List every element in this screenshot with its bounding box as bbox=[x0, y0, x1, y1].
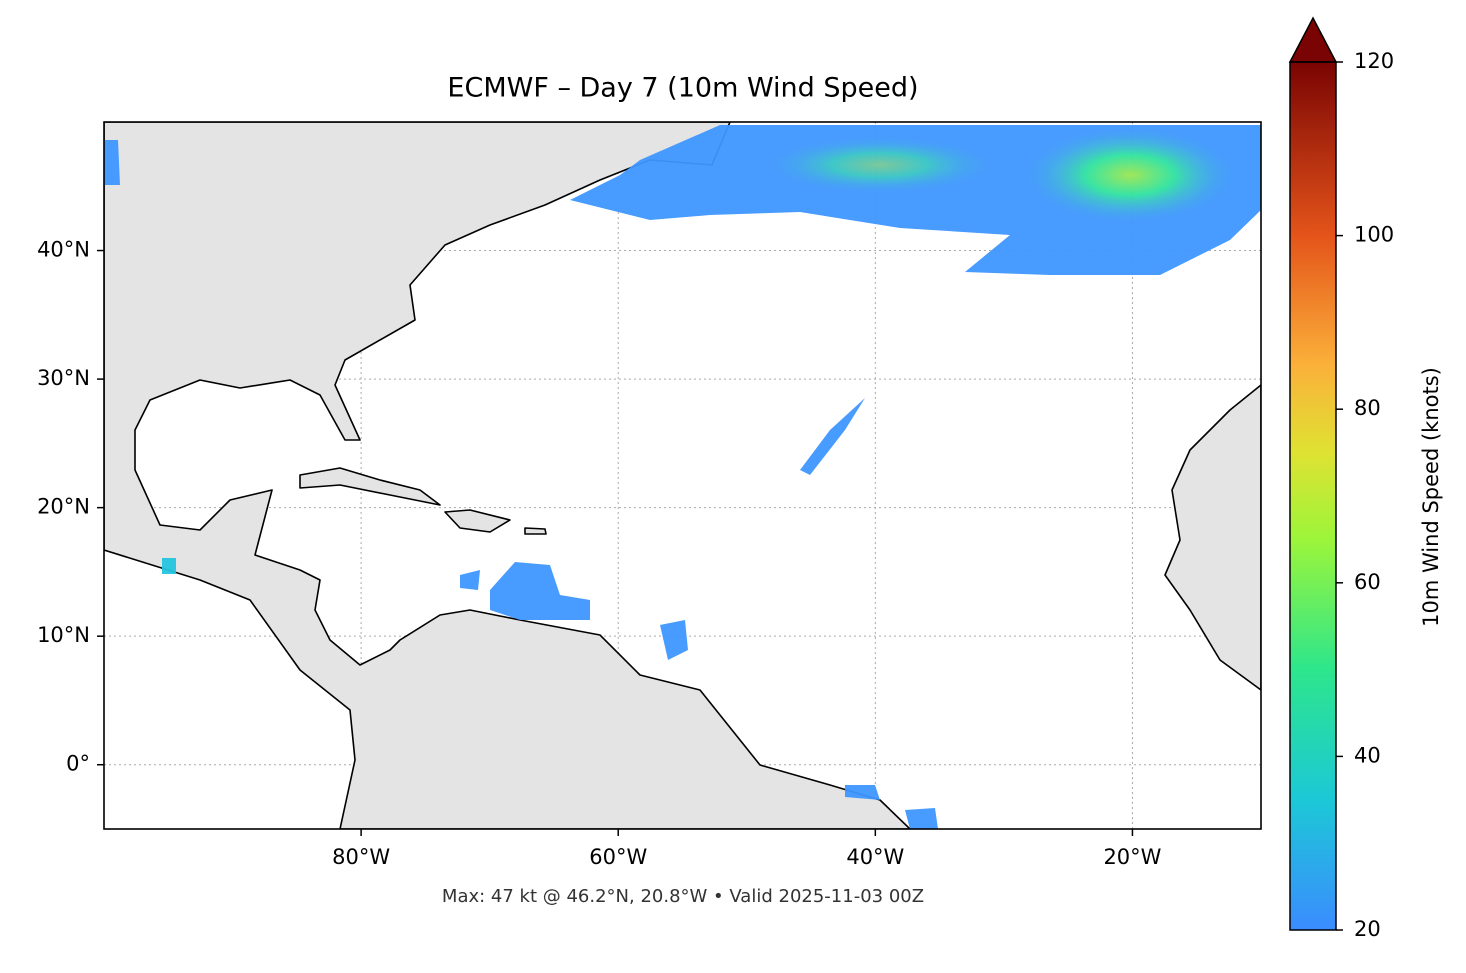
colorbar-tick-label: 60 bbox=[1354, 570, 1381, 594]
land-americas bbox=[104, 122, 911, 829]
footnote: Max: 47 kt @ 46.2°N, 20.8°W • Valid 2025… bbox=[442, 886, 924, 907]
wind-patch bbox=[104, 140, 120, 185]
x-tick-label: 40°W bbox=[846, 845, 904, 869]
wind-core bbox=[760, 135, 1000, 195]
colorbar-tick-label: 80 bbox=[1354, 396, 1381, 420]
x-tick-label: 60°W bbox=[589, 845, 647, 869]
x-tick-label: 20°W bbox=[1103, 845, 1161, 869]
colorbar-tick-label: 40 bbox=[1354, 743, 1381, 767]
land-hispaniola bbox=[444, 509, 511, 533]
wind-patch bbox=[490, 562, 590, 620]
map-frame bbox=[103, 121, 1262, 830]
wind-core bbox=[1020, 125, 1240, 225]
wind-field bbox=[104, 125, 1261, 829]
colorbar-extend bbox=[1288, 16, 1338, 63]
land-africa bbox=[1164, 384, 1261, 691]
colorbar-tick-label: 20 bbox=[1354, 917, 1381, 941]
wind-patch bbox=[660, 620, 688, 660]
colorbar-tick-label: 100 bbox=[1354, 223, 1394, 247]
y-tick-label: 40°N bbox=[37, 238, 90, 262]
colorbar-label: 10m Wind Speed (knots) bbox=[1419, 367, 1443, 627]
map-title: ECMWF – Day 7 (10m Wind Speed) bbox=[447, 73, 918, 104]
land-puerto-rico bbox=[524, 527, 547, 535]
wind-patch bbox=[460, 570, 480, 590]
land-cuba bbox=[299, 467, 441, 506]
x-tick-label: 80°W bbox=[332, 845, 390, 869]
wind-patch bbox=[800, 398, 865, 475]
colorbar-tick-label: 120 bbox=[1354, 49, 1394, 73]
y-tick-label: 20°N bbox=[37, 495, 90, 519]
y-tick-label: 10°N bbox=[37, 623, 90, 647]
colorbar-frame bbox=[1289, 61, 1337, 931]
y-tick-label: 30°N bbox=[37, 366, 90, 390]
map-area bbox=[104, 122, 1261, 829]
wind-patch bbox=[905, 808, 938, 829]
y-tick-label: 0° bbox=[66, 752, 90, 776]
wind-patch bbox=[845, 785, 880, 800]
colorbar bbox=[1290, 62, 1336, 930]
wind-patch bbox=[162, 558, 176, 574]
